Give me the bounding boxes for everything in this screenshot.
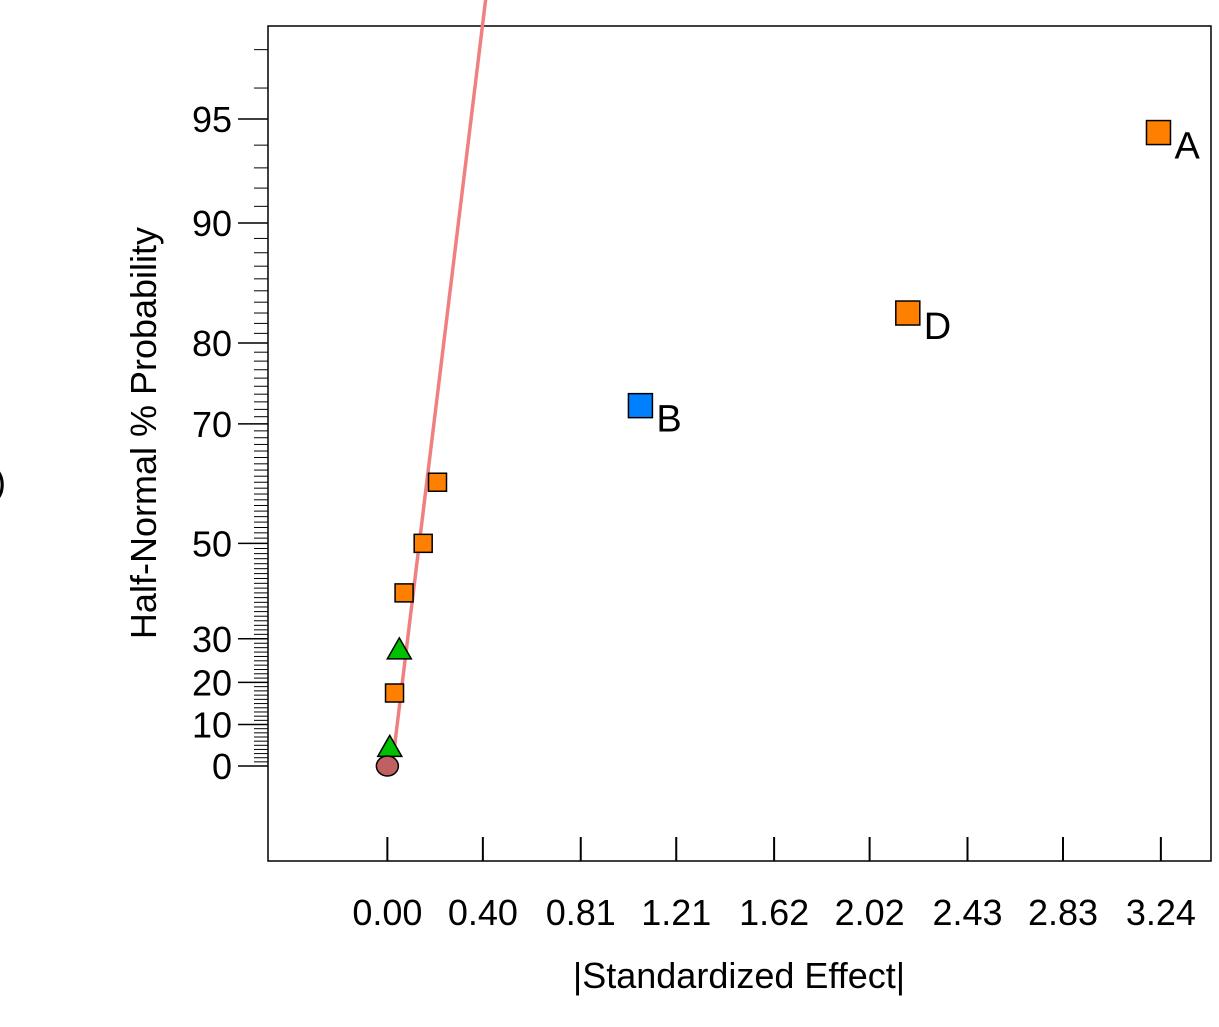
x-tick-label: 0.40 [448, 892, 518, 933]
y-minor-ticks [254, 49, 268, 763]
y-tick-label: 30 [192, 619, 232, 660]
x-tick-label: 2.43 [932, 892, 1002, 933]
x-axis-title: |Standardized Effect| [573, 955, 905, 996]
data-point-triangle [376, 733, 404, 758]
y-axis-title: Half-Normal % Probability [123, 227, 164, 639]
left-edge-fragment: ) [0, 461, 6, 502]
y-tick-label: 70 [192, 404, 232, 445]
y-tick-label: 90 [192, 203, 232, 244]
reference-line [390, 0, 488, 767]
y-tick-label: 0 [212, 746, 232, 787]
data-points: D A B [375, 119, 1200, 777]
x-tick-label: 2.02 [835, 892, 905, 933]
plot-frame [267, 25, 1212, 862]
x-tick-label: 1.21 [641, 892, 711, 933]
x-tick-label: 3.24 [1126, 892, 1196, 933]
data-point-square [394, 583, 414, 603]
x-axis-ticks: 0.00 0.40 0.81 1.21 1.62 2.02 2.43 2.83 3.24 [352, 837, 1196, 933]
y-tick-label: 80 [192, 323, 232, 364]
data-point-square [384, 683, 405, 703]
x-tick-label: 0.00 [352, 892, 422, 933]
x-tick-label: 1.62 [739, 892, 809, 933]
data-point-square [627, 392, 654, 419]
data-point-square [413, 533, 433, 554]
y-tick-label: 95 [192, 99, 232, 140]
data-point-square [895, 300, 921, 326]
data-point-label: D [924, 306, 951, 348]
data-point-square [1145, 119, 1172, 146]
x-tick-label: 0.81 [546, 892, 616, 933]
data-point-square [427, 472, 448, 492]
y-tick-label: 50 [192, 523, 232, 564]
data-point-circle [375, 755, 400, 777]
data-point-label: B [656, 399, 681, 441]
y-tick-label: 10 [192, 705, 232, 746]
data-point-triangle [386, 636, 413, 660]
y-tick-label: 20 [192, 662, 232, 703]
x-tick-label: 2.83 [1028, 892, 1098, 933]
data-point-label: A [1174, 126, 1200, 168]
